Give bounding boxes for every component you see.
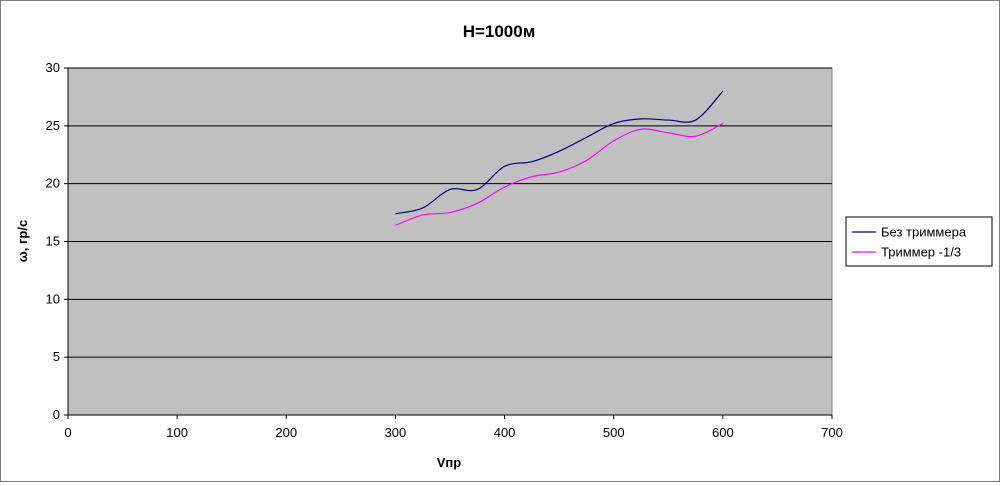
x-tick-label-600: 600 bbox=[712, 425, 734, 440]
x-tick-label-700: 700 bbox=[821, 425, 843, 440]
y-tick-label-30: 30 bbox=[46, 60, 60, 75]
legend-label-1: Без триммера bbox=[881, 225, 967, 240]
x-tick-label-100: 100 bbox=[166, 425, 188, 440]
x-axis-label: Vпр bbox=[437, 455, 462, 470]
legend-label-2: Триммер -1/3 bbox=[881, 245, 961, 260]
y-tick-label-0: 0 bbox=[53, 407, 60, 422]
series-line-2 bbox=[395, 122, 724, 226]
x-tick-label-300: 300 bbox=[385, 425, 407, 440]
x-tick-label-500: 500 bbox=[603, 425, 625, 440]
y-tick-label-15: 15 bbox=[46, 234, 60, 249]
series-line-1 bbox=[395, 90, 724, 215]
y-tick-label-5: 5 bbox=[53, 349, 60, 364]
chart-title: H=1000м bbox=[463, 22, 536, 41]
y-tick-label-25: 25 bbox=[46, 118, 60, 133]
x-tick-label-200: 200 bbox=[275, 425, 297, 440]
y-tick-label-10: 10 bbox=[46, 291, 60, 306]
legend: Без триммера Триммер -1/3 bbox=[845, 216, 993, 267]
x-tick-label-400: 400 bbox=[494, 425, 516, 440]
y-axis-label: ω, гр/с bbox=[15, 220, 30, 262]
legend-box bbox=[845, 216, 993, 267]
y-tick-label-20: 20 bbox=[46, 176, 60, 191]
x-tick-label-0: 0 bbox=[64, 425, 71, 440]
